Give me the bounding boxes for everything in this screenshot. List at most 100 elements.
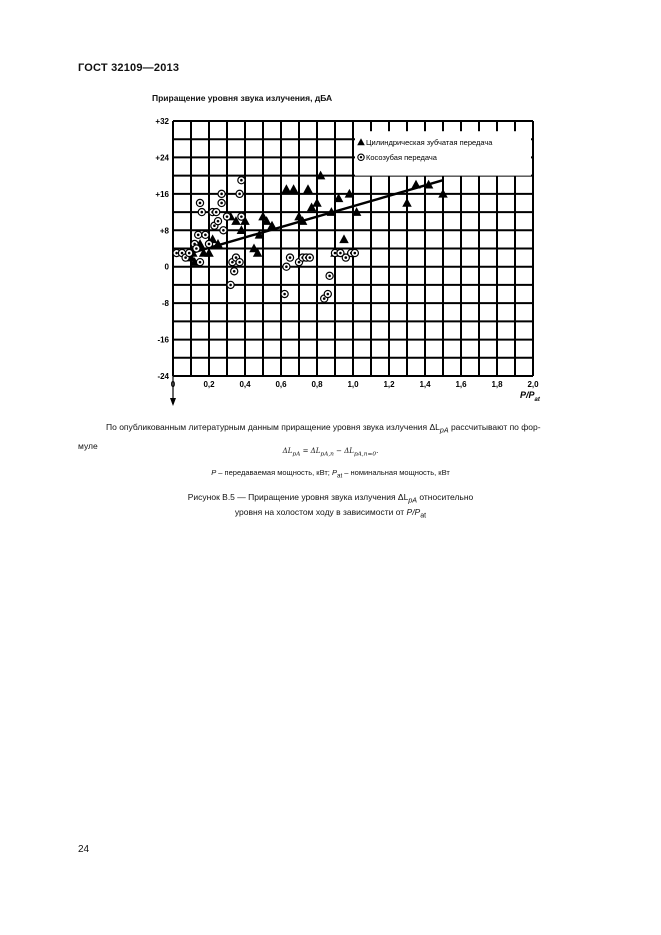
- data-points: [172, 170, 448, 303]
- triangle-point: [281, 184, 292, 194]
- caption-var: P/P: [406, 506, 421, 517]
- legend-circle-icon: [357, 153, 365, 161]
- circle-point: [219, 226, 228, 235]
- circle-point-dot: [225, 215, 229, 218]
- circle-point-dot: [184, 256, 187, 259]
- triangle-point: [411, 179, 421, 189]
- x-tick-label: 0,6: [275, 380, 287, 389]
- formula-term2: − ΔL: [333, 447, 354, 455]
- x-tick-label: 1,6: [455, 380, 467, 389]
- formula: ΔLpA = ΔLpA,n − ΔLpA,n=0.: [0, 447, 661, 457]
- formula-term1-sub: pA,n: [320, 451, 334, 458]
- circle-point-dot: [232, 269, 236, 273]
- legend-box: [355, 131, 531, 176]
- y-tick-label: +24: [155, 153, 169, 162]
- circle-point: [285, 253, 295, 262]
- formula-term1: = ΔL: [300, 447, 321, 455]
- legend-label-cylindrical: Цилиндрическая зубчатая передача: [366, 138, 493, 147]
- circle-point: [217, 198, 226, 208]
- document-header: ГОСТ 32109—2013: [78, 62, 180, 74]
- triangle-point: [258, 211, 268, 221]
- circle-point: [201, 230, 210, 240]
- trend-line-group: [190, 179, 444, 255]
- circle-point-dot: [283, 292, 286, 296]
- circle-point: [195, 198, 205, 208]
- para-subscript: pA: [439, 426, 449, 435]
- triangle-point: [240, 216, 250, 225]
- chart-legend: Цилиндрическая зубчатая передача Косозуба…: [355, 131, 531, 176]
- circle-point: [305, 253, 314, 262]
- triangle-point: [339, 234, 349, 244]
- triangle-point: [306, 202, 317, 212]
- circle-point-dot: [187, 251, 191, 255]
- x-axis-label: P/Pat: [520, 390, 541, 403]
- circle-point: [192, 244, 201, 253]
- circle-point-dot: [240, 215, 243, 218]
- para-line1-end: рассчитывают по фор-: [448, 422, 541, 432]
- formula-end: .: [376, 447, 379, 455]
- triangle-point: [236, 225, 247, 235]
- circle-point-dot: [326, 292, 330, 296]
- circle-point-dot: [213, 224, 216, 228]
- x-tick-label: 1,0: [347, 380, 359, 389]
- circle-point-dot: [196, 233, 200, 237]
- variable-definitions: P – передаваемая мощность, кВт; Pat – но…: [0, 468, 661, 480]
- triangle-point: [303, 184, 313, 194]
- circle-point-dot: [285, 265, 288, 269]
- para-line2: муле: [78, 440, 98, 451]
- circle-point-dot: [220, 201, 223, 205]
- triangle-point: [261, 216, 272, 225]
- triangle-point: [333, 193, 344, 203]
- formula-lhs: ΔL: [282, 447, 293, 455]
- axis-arrow-head: [170, 398, 176, 406]
- x-tick-label: 0: [171, 380, 176, 389]
- circle-point-dot: [322, 297, 326, 300]
- circle-point: [193, 230, 203, 240]
- circle-point-dot: [344, 256, 348, 259]
- circle-point: [217, 189, 226, 199]
- triangle-point: [315, 170, 326, 180]
- triangle-point: [344, 188, 355, 198]
- circle-point-dot: [229, 283, 232, 287]
- triangle-point: [294, 211, 304, 221]
- formula-lhs-sub: pA: [292, 451, 301, 458]
- circle-point-dot: [180, 251, 184, 255]
- caption-line1-end: относительно: [416, 492, 474, 502]
- circle-point: [237, 212, 246, 221]
- x-tick-label: 2,0: [527, 380, 539, 389]
- page-number: 24: [78, 844, 90, 855]
- triangle-point: [326, 207, 337, 216]
- triangle-point: [423, 179, 434, 189]
- circle-point: [222, 212, 232, 221]
- def-pat-symbol: P: [331, 468, 337, 477]
- circle-point-dot: [308, 256, 312, 259]
- triangle-point: [249, 243, 259, 253]
- triangle-point: [213, 238, 223, 248]
- x-tick-label: 1,8: [491, 380, 503, 389]
- circle-point-dot: [198, 260, 202, 264]
- x-tick-label: 0,4: [239, 380, 251, 389]
- caption-var-sub: at: [420, 511, 427, 520]
- para-line1: По опубликованным литературным данным пр…: [106, 422, 440, 432]
- legend-circle-dot: [359, 156, 363, 159]
- circle-point: [185, 248, 194, 258]
- circle-point: [229, 267, 239, 276]
- y-tick-label: -24: [157, 372, 169, 381]
- circle-point: [195, 257, 205, 267]
- legend-label-helical: Косозубая передача: [366, 153, 438, 162]
- circle-point-dot: [220, 192, 223, 196]
- triangle-point: [312, 197, 322, 207]
- body-paragraph: По опубликованным литературным данным пр…: [78, 420, 588, 454]
- circle-point-dot: [339, 251, 342, 255]
- y-tick-label: -8: [162, 299, 170, 308]
- circle-point: [204, 239, 214, 249]
- y-tick-label: -16: [157, 336, 169, 345]
- circle-point-dot: [353, 251, 357, 255]
- figure-caption: Рисунок В.5 — Приращение уровня звука из…: [0, 492, 661, 521]
- caption-line2: уровня на холостом ходу в зависимости от: [234, 506, 407, 517]
- triangle-point: [438, 188, 448, 198]
- y-axis-label: Приращение уровня звука излучения, дБА: [152, 93, 333, 103]
- x-tick-label: 1,2: [383, 380, 395, 389]
- circle-point: [211, 207, 221, 217]
- circle-point: [226, 280, 235, 290]
